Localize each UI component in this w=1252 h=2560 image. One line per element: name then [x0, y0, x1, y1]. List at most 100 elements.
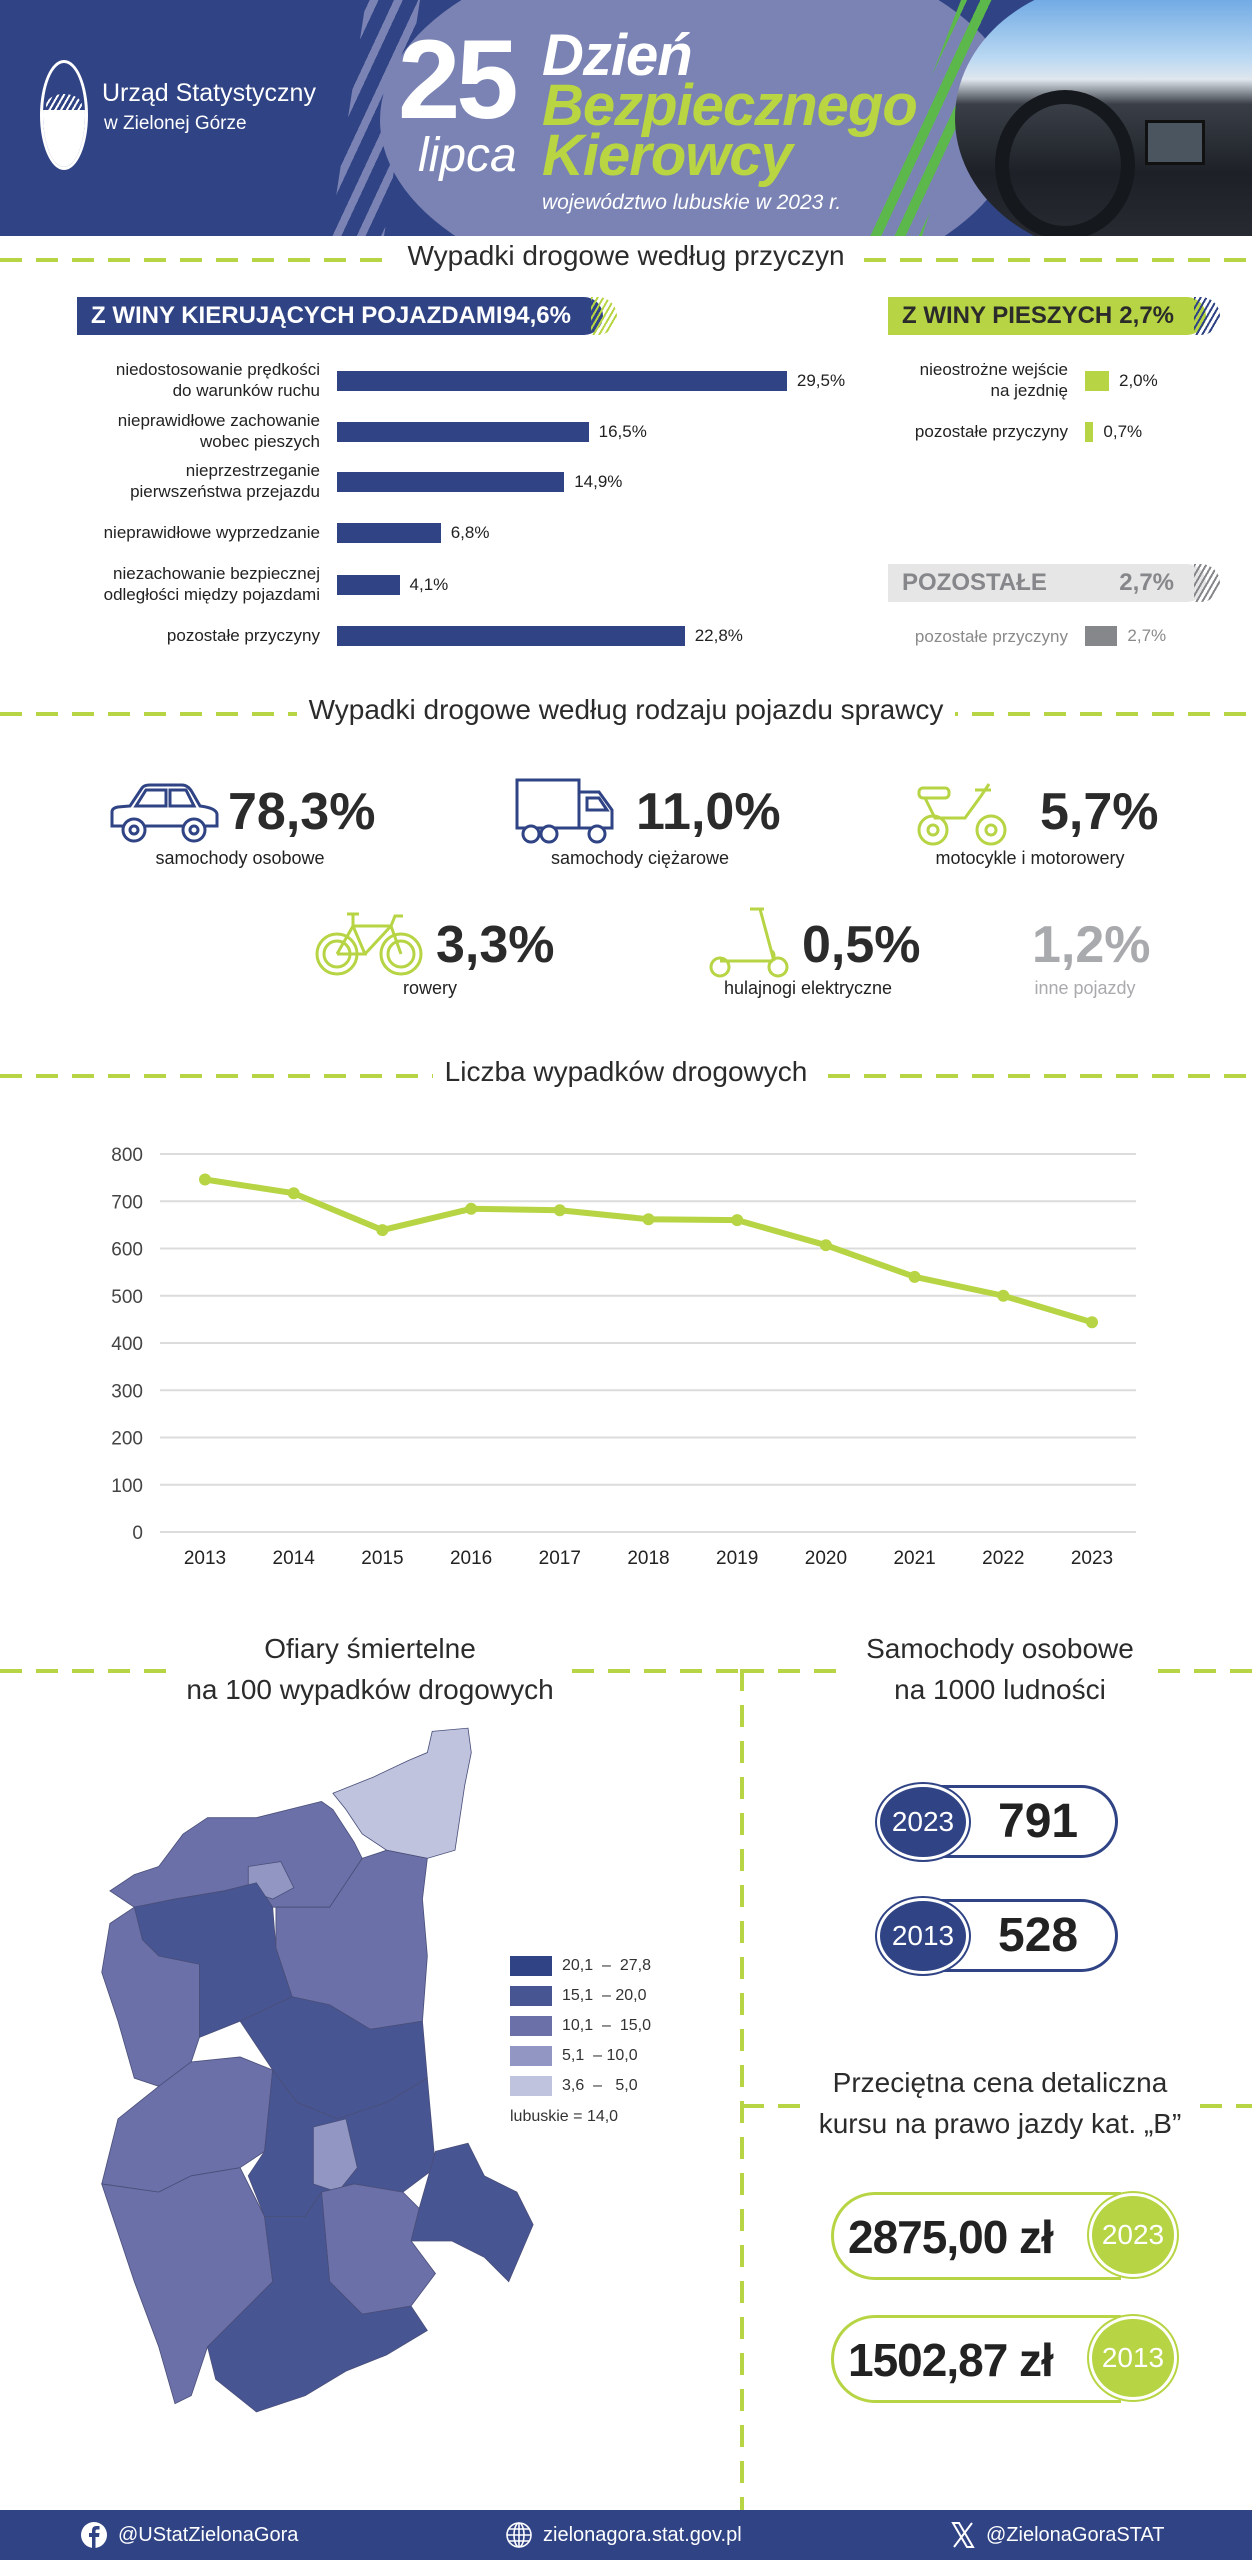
section-heading: Wypadki drogowe według przyczyn	[395, 240, 857, 271]
legend-swatch	[510, 2016, 552, 2036]
title-line-2: Bezpiecznego	[542, 73, 918, 138]
year-badge: 2023	[880, 1787, 966, 1857]
cars-per-1000-title: Samochody osobowe na 1000 ludności	[760, 1628, 1240, 1710]
x-icon	[951, 2522, 975, 2548]
car-interior-photo	[955, 0, 1252, 236]
hatch-decor	[1194, 297, 1220, 335]
legend-label: 15,1 – 20,0	[562, 1987, 647, 2004]
year-badge: 2013	[880, 1901, 966, 1971]
fatalities-title: Ofiary śmiertelne na 100 wypadków drogow…	[100, 1628, 640, 1710]
facebook-link[interactable]: @UStatZielonaGora	[80, 2510, 298, 2560]
pedestrian-cause-value: 0,7%	[1103, 422, 1143, 441]
vehicle-value-bicycles: 3,3%	[436, 916, 555, 974]
x-tick-label: 2016	[450, 1548, 492, 1569]
website-url[interactable]: zielonagora.stat.gov.pl	[543, 2523, 742, 2546]
vehicle-value-motorcycles: 5,7%	[1040, 783, 1159, 841]
x-tick-label: 2020	[805, 1548, 847, 1569]
scooter-icon	[709, 907, 789, 978]
cause-label: nieprawidłowe zachowanie wobec pieszych	[20, 410, 320, 452]
price-value: 1502,87 zł	[848, 2334, 1054, 2386]
pedestrian-label-line1: nieostrożne wejście	[919, 360, 1068, 379]
hatch-decor	[591, 297, 617, 335]
other-header-bar: POZOSTAŁE 2,7%	[888, 564, 1220, 602]
x-tick-label: 2023	[1071, 1548, 1113, 1569]
cause-value: 29,5%	[796, 371, 846, 390]
chart-title: Liczba wypadków drogowych	[432, 1056, 820, 1087]
pedestrian-cause-value: 2,0%	[1119, 371, 1158, 390]
dashed-divider	[572, 1669, 742, 1673]
data-point	[997, 1289, 1010, 1302]
data-point	[819, 1239, 832, 1252]
map-region	[312, 2118, 358, 2193]
pedestrian-cause-label: nieostrożne wejście na jezdnię	[880, 359, 1068, 401]
car-icon	[110, 783, 219, 843]
pedestrian-cause-label: pozostałe przyczyny	[880, 421, 1068, 442]
drivers-header-bar: Z WINY KIERUJĄCYCH POJAZDAMI 94,6%	[77, 297, 617, 335]
dashed-divider	[742, 2104, 802, 2108]
dashboard-screen	[1145, 120, 1205, 165]
pedestrian-cause-bar	[1085, 422, 1094, 442]
logo-text: Urząd Statystyczny	[102, 79, 316, 107]
drivers-label: Z WINY KIERUJĄCYCH POJAZDAMI	[91, 302, 503, 329]
pedestrians-value: 2,7%	[1119, 302, 1174, 329]
price-value-pill	[831, 2315, 1121, 2403]
cars-value-pill	[920, 1899, 1118, 1972]
cause-label-line1: nieprawidłowe wyprzedzanie	[103, 523, 320, 542]
license-title-line2: kursu na prawo jazdy kat. „B”	[818, 2108, 1182, 2139]
pedestrian-label-line2: na jezdnię	[990, 381, 1068, 400]
dashed-divider	[1158, 1669, 1252, 1673]
dashed-divider	[0, 1669, 170, 1673]
cars-value-pill	[920, 1785, 1118, 1858]
dashed-divider	[742, 1669, 837, 1673]
x-link[interactable]: @ZielonaGoraSTAT	[950, 2510, 1165, 2560]
map-region	[207, 2190, 428, 2413]
section-title-causes: Wypadki drogowe według przyczyn	[0, 240, 1252, 280]
cars-value: 791	[998, 1795, 1079, 1848]
x-tick-label: 2017	[539, 1548, 581, 1569]
cars-title-line2: na 1000 ludności	[894, 1674, 1106, 1705]
cause-bar	[337, 523, 441, 543]
data-point	[376, 1224, 389, 1237]
data-point	[642, 1213, 655, 1226]
cause-label-line2: odległości między pojazdami	[103, 585, 320, 604]
date-month: lipca	[418, 129, 517, 182]
y-tick-label: 400	[111, 1334, 143, 1355]
pedestrian-cause-bar	[1085, 371, 1109, 391]
pedestrian-label-line1: pozostałe przyczyny	[914, 422, 1068, 441]
cause-label-line2: do warunków ruchu	[172, 381, 320, 400]
title-line-1: Dzień	[542, 23, 693, 88]
cause-bar	[337, 626, 685, 646]
legend-label: 5,1 – 10,0	[562, 2047, 638, 2064]
pedestrians-label: Z WINY PIESZYCH	[902, 302, 1113, 329]
other-cause-label: pozostałe przyczyny	[914, 627, 1068, 646]
x-tick-label: 2018	[627, 1548, 669, 1569]
cause-bar	[337, 575, 400, 595]
vehicle-label-bicycles: rowery	[402, 978, 457, 998]
y-tick-label: 0	[132, 1523, 143, 1544]
data-point	[287, 1187, 300, 1200]
other-cause-bar	[1085, 626, 1118, 646]
legend-label: 10,1 – 15,0	[562, 2017, 651, 2034]
accidents-line-chart: 0 100 200 300 400 500 600 700 800 2013 2014 2015 201…	[111, 1145, 1136, 1569]
facebook-handle[interactable]: @UStatZielonaGora	[118, 2523, 299, 2546]
motorcycle-icon	[917, 783, 1007, 846]
vehicle-label-other: inne pojazdy	[1034, 978, 1136, 998]
x-handle[interactable]: @ZielonaGoraSTAT	[986, 2523, 1165, 2546]
vehicle-value-scooters: 0,5%	[802, 916, 921, 974]
cause-label: niezachowanie bezpiecznej odległości międ…	[20, 563, 320, 605]
legend-item: 10,1 – 15,0	[510, 2015, 710, 2037]
cause-label: nieprzestrzeganie pierwszeństwa przejazdu	[20, 460, 320, 502]
y-tick-label: 200	[111, 1429, 143, 1450]
vehicle-value-trucks: 11,0%	[636, 783, 781, 841]
drivers-value: 94,6%	[502, 302, 571, 329]
legend-note: lubuskie = 14,0	[510, 2108, 619, 2125]
data-point	[731, 1214, 744, 1227]
legend-item: 3,6 – 5,0	[510, 2075, 710, 2097]
logo-subtext: w Zielonej Górze	[104, 113, 247, 134]
year-badge: 2023	[1092, 2196, 1174, 2274]
y-tick-label: 500	[111, 1287, 143, 1308]
title-line-3: Kierowcy	[542, 123, 793, 188]
legend-swatch	[510, 1956, 552, 1976]
date-day: 25	[398, 17, 519, 142]
website-link[interactable]: zielonagora.stat.gov.pl	[505, 2510, 742, 2560]
